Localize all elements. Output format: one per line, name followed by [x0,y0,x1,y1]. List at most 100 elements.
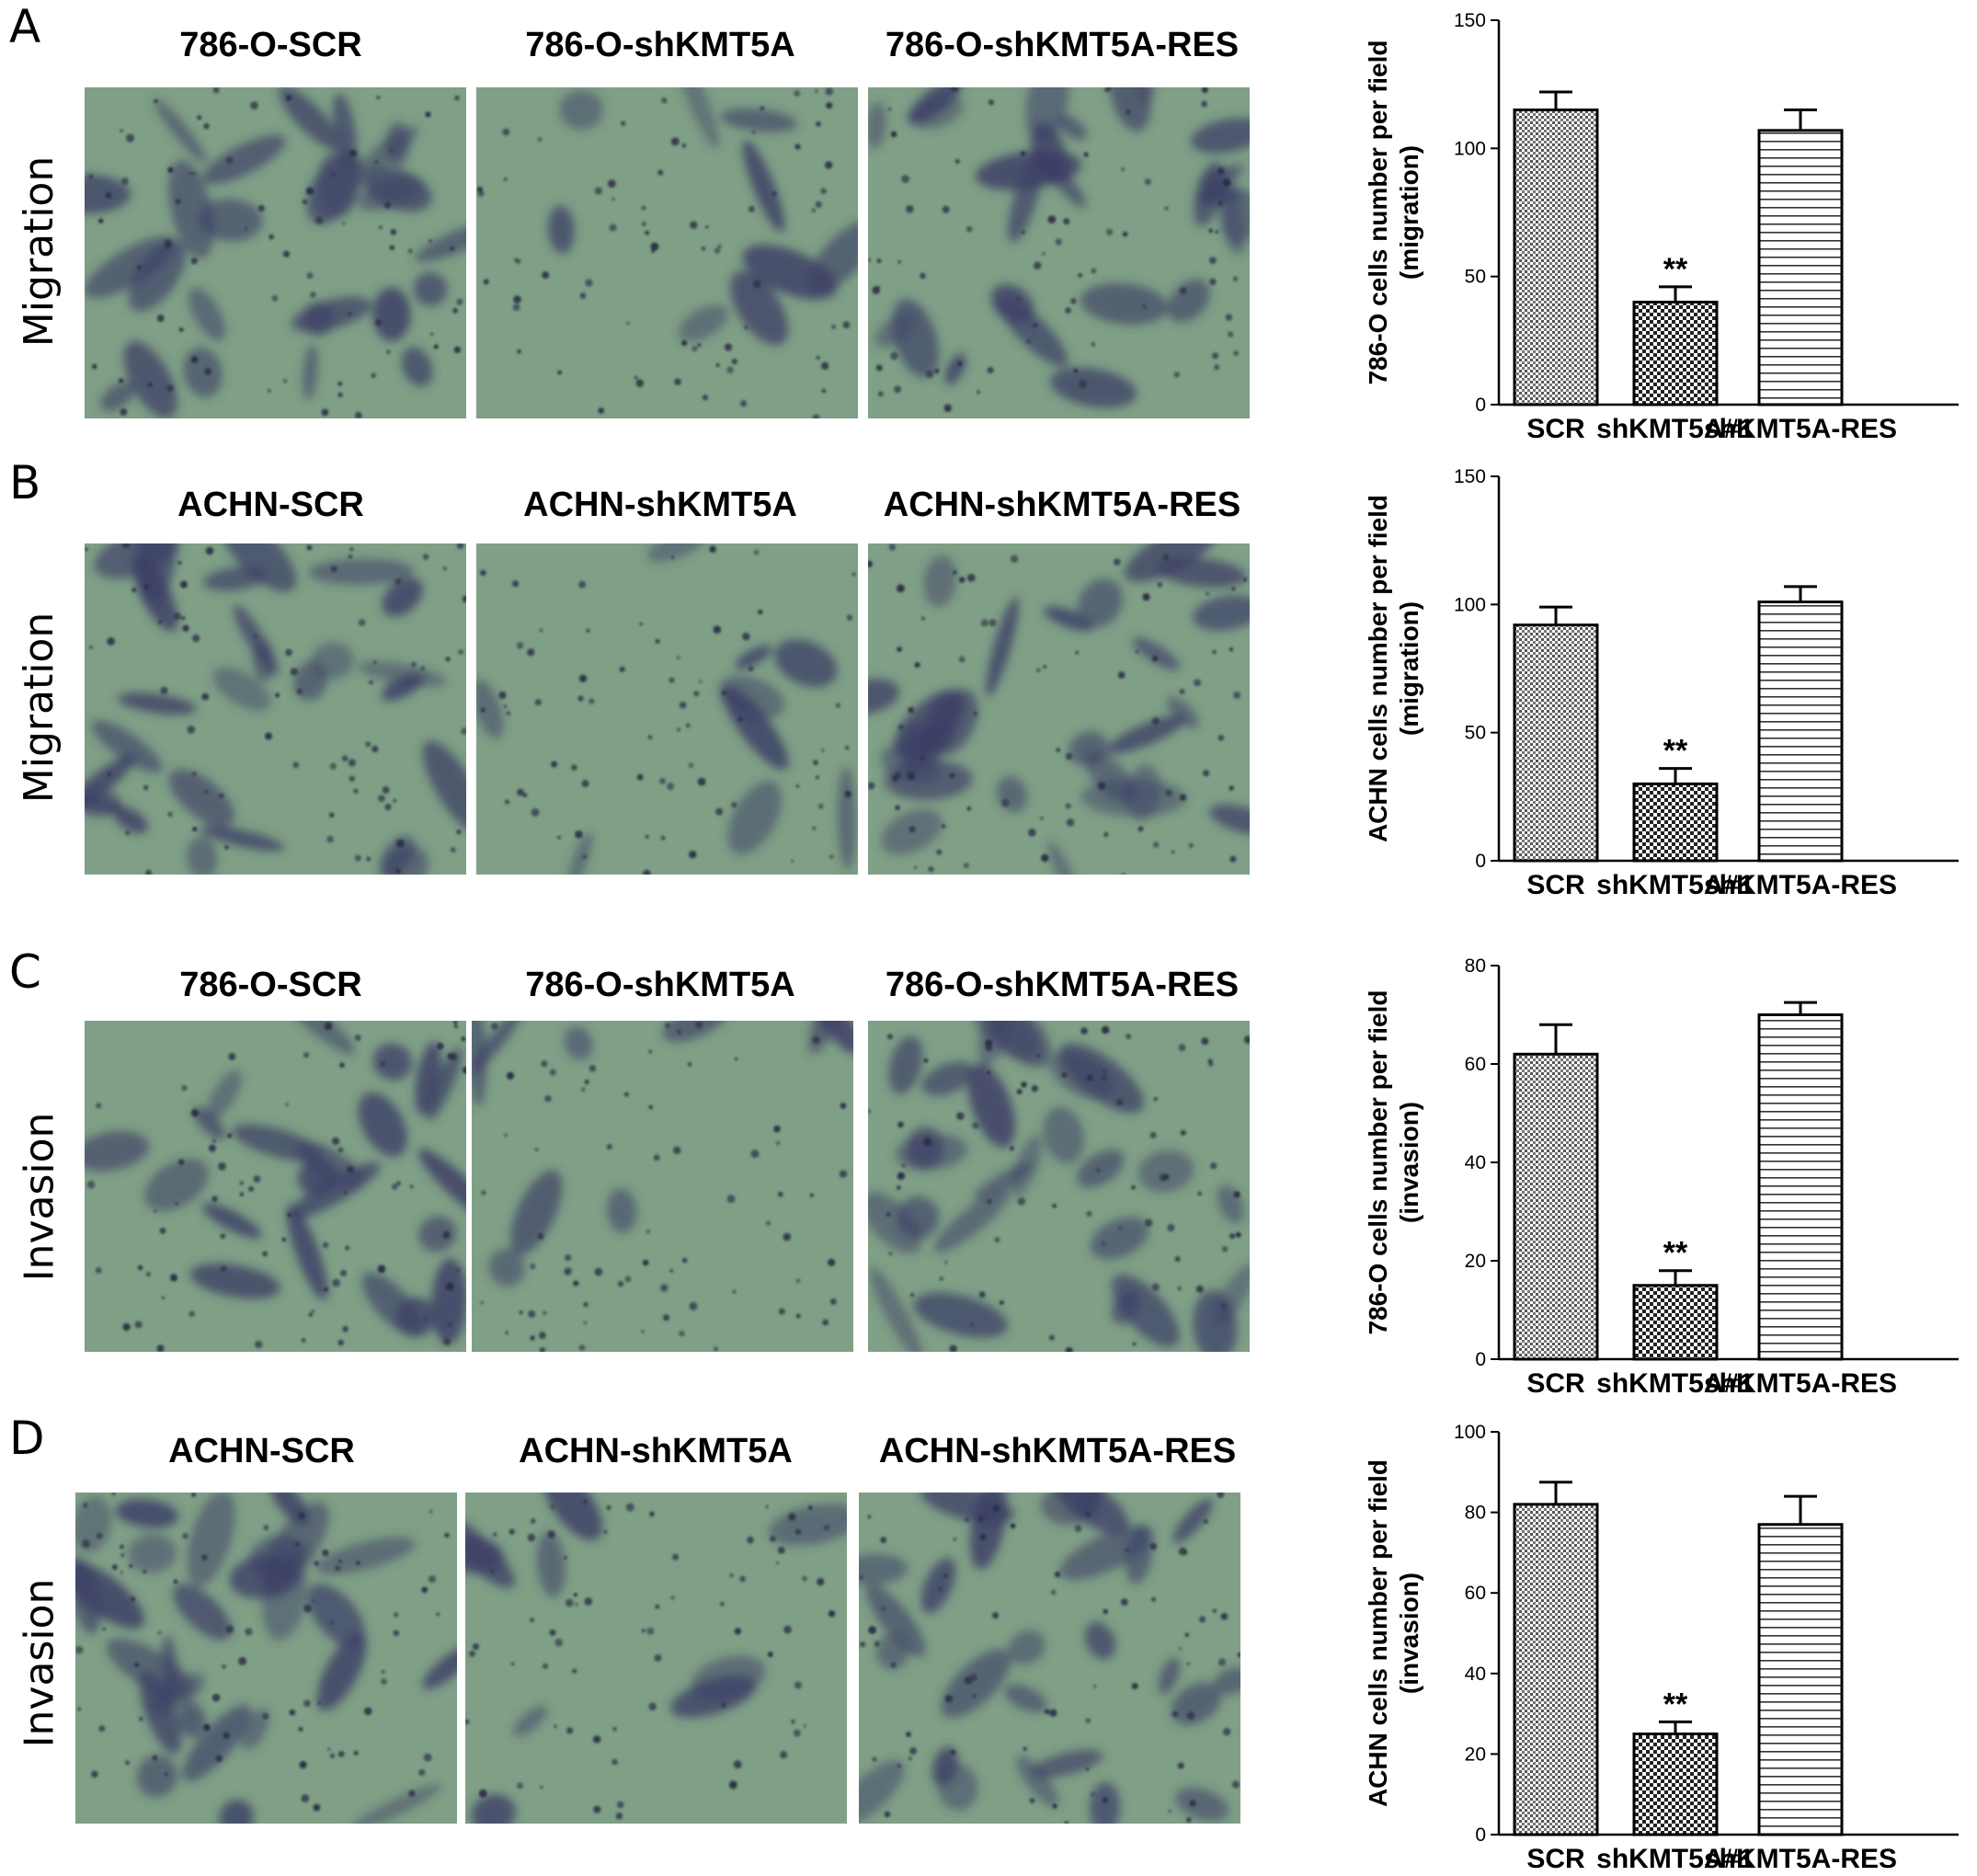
image-title-3: ACHN-shKMT5A-RES [878,1432,1237,1470]
y-tick-label: 80 [1465,955,1486,977]
y-tick-label: 100 [1454,1422,1486,1443]
micrograph-shkmt5a-res [868,1021,1250,1352]
y-tick-label: 80 [1465,1503,1486,1524]
micrograph-image [75,1493,457,1824]
y-tick-label: 150 [1454,10,1486,31]
bar [1632,1284,1719,1361]
image-title-2: ACHN-shKMT5A [519,1432,793,1470]
category-label: shKMT5A-RES [1704,870,1897,900]
bar [1757,1013,1844,1361]
bar-chart-svg: ACHN cells number per field (migration) 0 5… [1364,466,1959,900]
category-label: shKMT5A#1 [1596,414,1754,444]
y-tick-label: 0 [1475,395,1486,416]
micrograph-image [868,1021,1250,1352]
y-axis-title: ACHN cells number per field [1364,1459,1392,1807]
micrograph-image [465,1493,847,1824]
y-tick-label: 100 [1454,594,1486,615]
bar [1513,109,1599,406]
image-title-2: 786-O-shKMT5A [525,26,795,64]
panel-a: A Migration 786-O-SCR 786-O-shKMT5A 786-… [0,0,1977,460]
row-label: Migration [16,612,63,803]
y-axis-subtitle: (invasion) [1395,1573,1423,1694]
bar [1757,1523,1844,1836]
micrograph-scr [85,1021,466,1352]
micrograph-shkmt5a [472,1021,853,1352]
bar-chart-d: ACHN cells number per field (invasion) 0 20… [1315,1412,1977,1874]
y-tick-label: 50 [1465,267,1486,288]
micrograph-image [476,87,858,418]
bar-chart-b: ACHN cells number per field (migration) 0 5… [1315,456,1977,916]
image-title-3: 786-O-shKMT5A-RES [885,26,1240,64]
panel-letter: D [9,1412,45,1465]
image-title-1: ACHN-SCR [168,1432,355,1470]
significance-label: ** [1663,1236,1688,1271]
micrograph-image [859,1493,1240,1824]
micrograph-shkmt5a [476,87,858,418]
micrograph-shkmt5a [465,1493,847,1824]
micrograph-image [85,1021,466,1352]
micrograph-image [85,87,466,418]
bar [1757,129,1844,406]
row-label: Invasion [16,1112,63,1281]
row-label: Invasion [16,1578,63,1747]
y-axis-title: 786-O cells number per field [1364,989,1392,1334]
y-tick-label: 20 [1465,1251,1486,1272]
micrograph-image [868,543,1250,875]
y-axis-title: 786-O cells number per field [1364,40,1392,384]
bar [1513,1052,1599,1361]
row-label: Migration [16,155,63,347]
panel-letter: C [9,945,41,999]
y-axis-title: ACHN cells number per field [1364,495,1392,842]
panel-letter: A [9,0,41,53]
significance-label: ** [1663,252,1688,287]
image-title-3: ACHN-shKMT5A-RES [883,486,1241,524]
significance-label: ** [1663,734,1688,769]
category-label: shKMT5A#1 [1596,870,1754,900]
micrograph-shkmt5a-res [859,1493,1240,1824]
y-axis-subtitle: (migration) [1395,145,1423,280]
significance-label: ** [1663,1687,1688,1722]
micrograph-shkmt5a [476,543,858,875]
image-title-1: 786-O-SCR [179,26,362,64]
category-label: shKMT5A-RES [1704,414,1897,444]
y-tick-label: 50 [1465,723,1486,744]
panel-b: B Migration ACHN-SCR ACHN-shKMT5A ACHN-s… [0,456,1977,916]
bar-chart-c: 786-O cells number per field (invasion) 0 2… [1315,945,1977,1405]
micrograph-image [85,543,466,875]
micrograph-scr [85,543,466,875]
micrograph-image [472,1021,853,1352]
bar-chart-svg: 786-O cells number per field (migration) 0… [1364,10,1959,444]
bar [1513,623,1599,863]
panel-d: D Invasion ACHN-SCR ACHN-shKMT5A ACHN-sh… [0,1412,1977,1874]
y-tick-label: 20 [1465,1744,1486,1765]
image-title-3: 786-O-shKMT5A-RES [885,966,1240,1004]
bar [1757,601,1844,863]
y-tick-label: 100 [1454,138,1486,159]
y-tick-label: 40 [1465,1664,1486,1685]
micrograph-scr [75,1493,457,1824]
bar-chart-a: 786-O cells number per field (migration) 0… [1315,0,1977,460]
y-tick-label: 0 [1475,1825,1486,1846]
micrograph-shkmt5a-res [868,87,1250,418]
y-axis-subtitle: (migration) [1395,601,1423,736]
bar [1632,782,1719,863]
y-tick-label: 150 [1454,466,1486,487]
category-label: SCR [1526,1368,1585,1399]
micrograph-shkmt5a-res [868,543,1250,875]
category-label: shKMT5A#1 [1596,1844,1754,1874]
micrograph-image [476,543,858,875]
image-title-2: 786-O-shKMT5A [525,966,795,1004]
category-label: shKMT5A#1 [1596,1368,1754,1399]
category-label: SCR [1526,870,1585,900]
bar [1632,301,1719,406]
y-tick-label: 40 [1465,1152,1486,1173]
bar [1632,1733,1719,1836]
micrograph-scr [85,87,466,418]
category-label: SCR [1526,414,1585,444]
image-title-1: 786-O-SCR [179,966,362,1004]
panel-c: C Invasion 786-O-SCR 786-O-shKMT5A 786-O… [0,945,1977,1405]
y-tick-label: 60 [1465,1583,1486,1604]
bar-chart-svg: ACHN cells number per field (invasion) 0 20… [1364,1422,1959,1874]
bar-chart-svg: 786-O cells number per field (invasion) 0 2… [1364,955,1959,1399]
image-title-2: ACHN-shKMT5A [523,486,797,524]
